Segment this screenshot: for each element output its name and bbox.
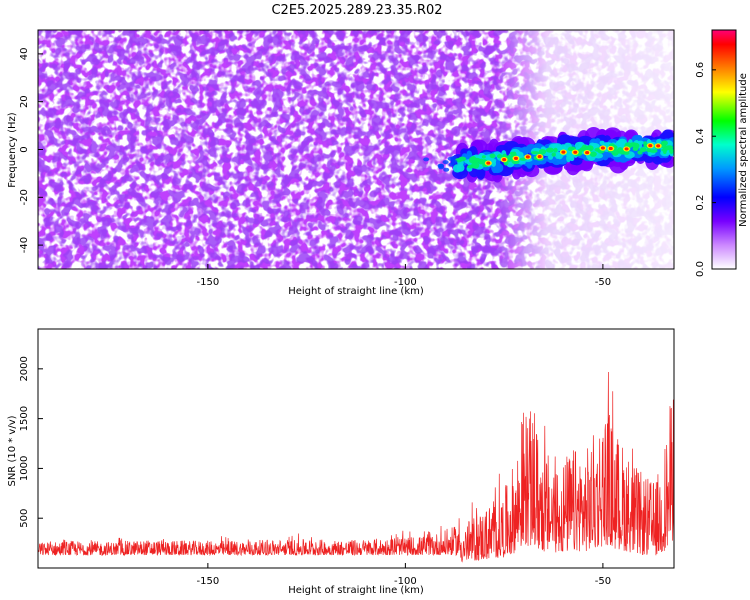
spectrogram-y-tick-label: -40 <box>19 237 30 253</box>
heatmap-cell <box>547 154 554 160</box>
heatmap-cell <box>585 151 590 155</box>
colorbar-ticks: 0.0 0.2 0.4 0.6 <box>695 62 716 277</box>
snr-y-axis: 500 1000 1500 2000 <box>19 356 43 528</box>
heatmap-cell <box>573 150 578 154</box>
heatmap-cell <box>546 147 555 153</box>
spectrogram-y-tick-label: 0 <box>19 146 30 152</box>
heatmap-cell <box>486 161 491 165</box>
heatmap-cell <box>561 150 566 154</box>
heatmap-cell <box>468 156 476 164</box>
heatmap-cell <box>538 149 547 155</box>
colorbar-tick-label: 0.2 <box>695 195 706 211</box>
heatmap-cell <box>632 146 639 151</box>
heatmap-cell <box>443 167 450 172</box>
snr-series-line <box>38 372 674 563</box>
heatmap-cell <box>450 156 457 161</box>
spectrogram-x-tick-label: -50 <box>595 277 611 288</box>
heatmap-cell <box>497 154 503 159</box>
heatmap-cell <box>616 141 625 146</box>
heatmap-cell <box>599 140 605 146</box>
colorbar: 0.0 0.2 0.4 0.6 Normalized spectral amplitu… <box>695 29 749 277</box>
colorbar-tick-label: 0.4 <box>695 128 706 144</box>
heatmap-cell <box>649 149 658 153</box>
heatmap-cell <box>656 139 662 145</box>
spectrogram-y-axis: -40 -20 0 20 40 <box>19 48 43 253</box>
colorbar-tick-label: 0.6 <box>695 62 706 78</box>
heatmap-cell <box>648 144 653 148</box>
heatmap-cell <box>553 147 558 153</box>
heatmap-cell <box>502 158 507 162</box>
spectrogram-plot: -40 -20 0 20 40 -150 -100 -50 Height of straig… <box>7 29 675 297</box>
snr-y-tick-label: 500 <box>19 509 30 528</box>
heatmap-cell <box>513 156 518 160</box>
spectrogram-y-tick-label: 40 <box>19 48 30 61</box>
heatmap-cell <box>665 146 673 151</box>
heatmap-cell <box>567 146 576 151</box>
snr-x-tick-label: -150 <box>197 576 220 587</box>
snr-x-label: Height of straight line (km) <box>288 585 424 596</box>
heatmap-cell <box>624 147 629 151</box>
snr-y-tick-label: 2000 <box>19 356 30 381</box>
heatmap-cell <box>525 155 530 159</box>
heatmap-cell <box>472 158 481 162</box>
snr-x-tick-label: -50 <box>595 576 611 587</box>
spectrogram-x-axis: -150 -100 -50 <box>197 264 611 288</box>
heatmap-cell <box>471 161 480 169</box>
heatmap-cell <box>526 160 533 169</box>
heatmap-cell <box>442 160 449 165</box>
heatmap-cell <box>643 141 648 148</box>
heatmap-cell <box>589 151 597 157</box>
colorbar-gradient <box>711 29 737 270</box>
heatmap-cell <box>423 157 430 162</box>
heatmap-cell <box>530 151 540 155</box>
heatmap-cell <box>506 155 513 162</box>
colorbar-label: Normalized spectral amplitude <box>738 73 749 227</box>
heatmap-cell <box>537 155 542 159</box>
snr-y-tick-label: 1500 <box>19 406 30 431</box>
snr-y-label: SNR (10 * v/v) <box>7 415 18 486</box>
heatmap-cell <box>608 146 613 151</box>
heatmap-cell <box>600 146 605 150</box>
spectrogram-y-tick-label: 20 <box>19 95 30 108</box>
spectrogram-y-tick-label: -20 <box>19 189 30 205</box>
snr-frame <box>37 328 675 569</box>
heatmap-cell <box>458 156 467 162</box>
heatmap-cell <box>637 150 643 155</box>
heatmap-cell <box>656 144 661 148</box>
heatmap-cell <box>554 150 560 159</box>
heatmap-cell <box>448 162 455 167</box>
heatmap-cell <box>452 164 462 173</box>
heatmap-cell <box>489 153 496 159</box>
heatmap-cell <box>637 140 645 145</box>
heatmap-cell <box>438 165 445 170</box>
spectrogram-x-tick-label: -150 <box>197 277 220 288</box>
heatmap-cell <box>481 155 486 159</box>
heatmap-signal-band <box>423 126 674 183</box>
heatmap-cell <box>585 145 594 152</box>
heatmap-cell <box>629 142 637 147</box>
snr-plot: 500 1000 1500 2000 -150 -100 -50 Height of st… <box>7 328 675 596</box>
heatmap-cell <box>510 152 515 158</box>
spectrogram-y-label: Frequency (Hz) <box>7 112 18 188</box>
heatmap-cell <box>617 147 624 154</box>
spectrogram-x-tick-label: -100 <box>394 277 417 288</box>
spectrogram-x-label: Height of straight line (km) <box>288 286 424 297</box>
heatmap-cell <box>551 152 556 157</box>
heatmap-cell <box>569 155 575 162</box>
snr-x-axis: -150 -100 -50 <box>197 563 611 587</box>
snr-y-tick-label: 1000 <box>19 456 30 481</box>
heatmap-cell <box>451 159 458 164</box>
snr-x-tick-label: -100 <box>394 576 417 587</box>
colorbar-tick-label: 0.0 <box>695 261 706 277</box>
figure-title: C2E5.2025.289.23.35.R02 <box>271 3 442 18</box>
